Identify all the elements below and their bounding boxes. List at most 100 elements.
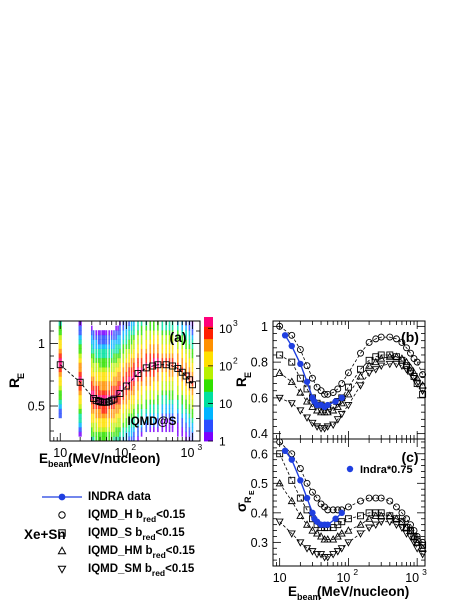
heatmap-cell: [171, 394, 174, 400]
heatmap-cell: [110, 408, 113, 414]
heatmap-cell: [157, 348, 159, 354]
heatmap-cell: [176, 404, 179, 409]
heatmap-cell: [137, 417, 139, 423]
heatmap-cell: [108, 371, 110, 377]
heatmap-cell: [78, 339, 82, 345]
heatmap-cell: [103, 394, 106, 400]
heatmap-cell: [140, 385, 143, 391]
x-axis-label-rest: (MeV/nucleon): [68, 451, 160, 466]
data-point: [275, 368, 284, 376]
heatmap-cell: [58, 339, 62, 345]
heatmap-cell: [130, 371, 133, 377]
heatmap-cell: [185, 339, 187, 345]
heatmap-cell: [101, 413, 103, 419]
heatmap-cell: [181, 422, 184, 428]
heatmap-cell: [165, 417, 167, 423]
heatmap-cell: [161, 404, 164, 409]
heatmap-cell: [117, 371, 119, 377]
heatmap-cell: [171, 334, 174, 340]
mean-point: [116, 390, 124, 397]
heatmap-cell: [117, 344, 119, 349]
heatmap-cell: [168, 353, 171, 359]
heatmap-cell: [128, 339, 130, 345]
heatmap-cell: [128, 376, 130, 382]
heatmap-cell: [145, 330, 148, 336]
heatmap-cell: [117, 417, 119, 423]
mean-point: [189, 381, 196, 389]
colorbar-cell: [204, 425, 213, 429]
colorbar-cell: [204, 369, 213, 374]
heatmap-cell: [115, 371, 117, 377]
heatmap-cell: [133, 417, 135, 423]
heatmap-cell: [157, 334, 159, 340]
heatmap-cell: [122, 334, 125, 340]
heatmap-cell: [78, 381, 82, 386]
heatmap-cell: [119, 357, 121, 363]
heatmap-cell: [99, 390, 101, 396]
heatmap-cell: [152, 325, 155, 331]
colorbar-cell: [204, 366, 213, 371]
legend-label: INDRA data: [88, 491, 151, 503]
data-point: [372, 353, 380, 361]
heatmap-cell: [92, 357, 95, 363]
heatmap-cell: [119, 348, 121, 354]
x-axis-label: E: [288, 584, 297, 599]
data-point: [377, 511, 386, 519]
heatmap-cell: [168, 330, 171, 336]
heatmap-cell: [103, 339, 106, 345]
heatmap-cell: [176, 339, 179, 345]
heatmap-cell: [102, 344, 105, 349]
data-point: [296, 465, 304, 472]
heatmap-cell: [95, 417, 98, 423]
data-point: [357, 497, 364, 505]
heatmap-cell: [125, 413, 128, 419]
legend-marker-filled-circle: [40, 488, 88, 506]
heatmap-cell: [168, 344, 171, 349]
heatmap-cell: [168, 385, 171, 391]
heatmap-cell: [115, 362, 117, 368]
x-axis-label-rest: (MeV/nucleon): [317, 584, 409, 599]
heatmap-cell: [168, 390, 171, 396]
heatmap-cell: [145, 325, 148, 331]
heatmap-cell: [128, 408, 130, 414]
heatmap-cell: [117, 353, 119, 359]
heatmap-cell: [130, 404, 133, 409]
legend-label-tail: <0.15: [165, 563, 195, 575]
data-point: [397, 354, 406, 362]
heatmap-cell: [176, 362, 179, 368]
heatmap-cell: [157, 367, 159, 373]
heatmap-cell: [113, 348, 115, 354]
heatmap-cell: [137, 427, 139, 433]
heatmap-cell: [95, 413, 98, 419]
heatmap-cell: [99, 376, 101, 382]
legend-item-indra: INDRA data: [40, 488, 151, 506]
heatmap-cell: [133, 344, 135, 349]
heatmap-cell: [191, 422, 194, 428]
heatmap-cell: [130, 339, 133, 345]
legend-label-sub: red: [142, 514, 157, 524]
heatmap-cell: [122, 376, 125, 382]
heatmap-cell: [90, 344, 93, 349]
data-point: [303, 506, 311, 514]
heatmap-cell: [108, 376, 110, 382]
colorbar-cell: [204, 344, 213, 349]
heatmap-cell: [140, 362, 143, 368]
heatmap-cell: [102, 390, 105, 396]
heatmap-cell: [157, 376, 159, 382]
series-line: [279, 483, 423, 549]
heatmap-cell: [58, 385, 62, 391]
heatmap-cell: [78, 413, 82, 419]
data-point: [344, 383, 352, 391]
heatmap-cell: [128, 427, 130, 433]
heatmap-cell: [185, 427, 187, 433]
heatmap-cell: [171, 339, 174, 345]
heatmap-cell: [117, 408, 119, 414]
heatmap-cell: [168, 408, 171, 414]
heatmap-cell: [125, 348, 128, 354]
heatmap-cell: [130, 431, 133, 437]
heatmap-cell: [97, 413, 100, 419]
y-tick-label: 0.4: [251, 427, 268, 441]
heatmap-cell: [110, 367, 113, 373]
colorbar-cell: [204, 329, 213, 333]
heatmap-cell: [152, 344, 155, 349]
